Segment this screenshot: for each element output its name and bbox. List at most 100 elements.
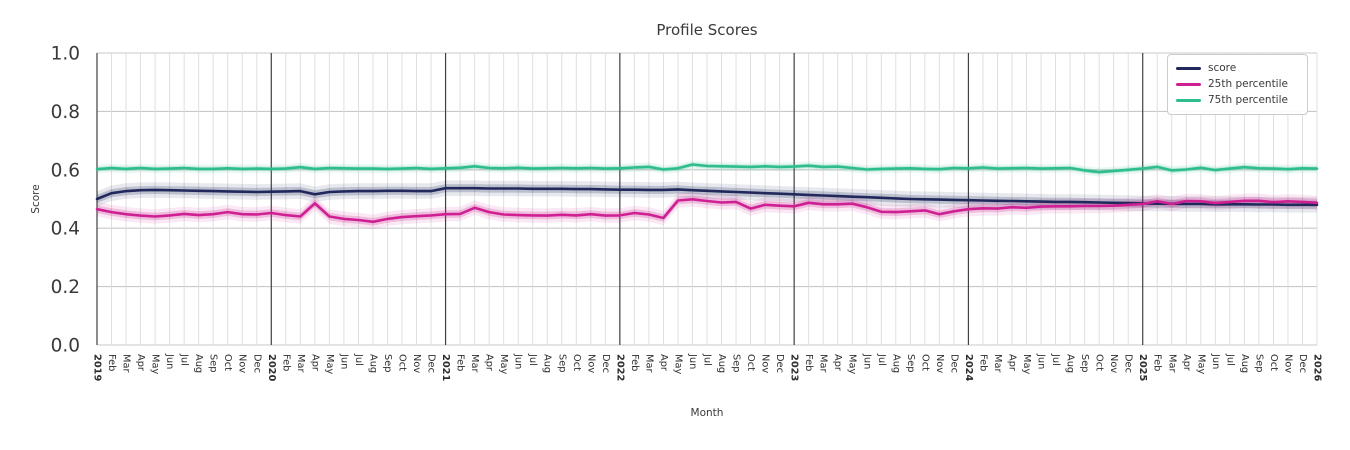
x-tick-label: May <box>1195 354 1206 374</box>
x-tick-label: Jul <box>702 353 713 366</box>
x-tick-label: Apr <box>1181 354 1192 372</box>
y-tick-label: 0.2 <box>51 277 80 298</box>
x-tick-label: Apr <box>135 354 146 372</box>
x-tick-label: Feb <box>629 354 640 371</box>
x-tick-label: Sep <box>731 354 742 372</box>
x-tick-label: Oct <box>222 354 233 371</box>
x-tick-label: Dec <box>774 354 785 373</box>
x-tick-label: Nov <box>1108 354 1119 373</box>
x-tick-label: Aug <box>1065 354 1076 373</box>
x-tick-label: Sep <box>382 354 393 372</box>
x-tick-label: Mar <box>469 354 480 373</box>
x-tick-label: Nov <box>237 354 248 373</box>
x-tick-label: Jul <box>1050 353 1061 366</box>
x-tick-label: Sep <box>1253 354 1264 372</box>
x-tick-label: Jul <box>527 353 538 366</box>
x-tick-label: Mar <box>992 354 1003 373</box>
x-tick-label: Dec <box>600 354 611 373</box>
x-tick-label: Apr <box>658 354 669 372</box>
x-tick-label: Sep <box>556 354 567 372</box>
x-tick-label: Aug <box>542 354 553 373</box>
x-tick-label: Aug <box>193 354 204 373</box>
x-tick-label: Aug <box>1239 354 1250 373</box>
x-tick-label: Jun <box>164 353 175 369</box>
line-25th-percentile <box>95 198 1319 224</box>
legend-item-score: score <box>1176 60 1299 76</box>
x-tick-label: Jun <box>338 353 349 369</box>
line-score <box>95 186 1319 207</box>
x-tick-label: 2020 <box>266 354 277 381</box>
x-tick-label: Dec <box>1123 354 1134 373</box>
x-tick-label: Feb <box>106 354 117 371</box>
y-axis-label: Score <box>30 184 42 214</box>
legend-item-75th-percentile: 75th percentile <box>1176 92 1299 108</box>
x-tick-label: Jul <box>353 353 364 366</box>
x-tick-label: Jul <box>1224 353 1235 366</box>
x-tick-label: Jul <box>179 353 190 366</box>
y-tick-label: 0.4 <box>51 219 80 240</box>
x-tick-label: Aug <box>890 354 901 373</box>
x-tick-label: Sep <box>905 354 916 372</box>
legend-item-25th-percentile: 25th percentile <box>1176 76 1299 92</box>
x-tick-label: Feb <box>455 354 466 371</box>
x-tick-label: Oct <box>397 354 408 371</box>
x-tick-label: Mar <box>295 354 306 373</box>
legend-label: 25th percentile <box>1208 78 1288 90</box>
legend-swatch-icon <box>1176 66 1201 70</box>
x-tick-label: Apr <box>484 354 495 372</box>
x-tick-label: May <box>1021 354 1032 374</box>
y-tick-label: 0.0 <box>51 336 80 357</box>
x-tick-label: 2023 <box>789 354 800 381</box>
x-tick-label: Aug <box>716 354 727 373</box>
x-tick-label: Jun <box>1036 353 1047 369</box>
legend-swatch-icon <box>1176 98 1201 102</box>
x-tick-label: Mar <box>121 354 132 373</box>
band-outer-75th-percentile <box>97 160 1317 177</box>
x-tick-label: 2026 <box>1312 354 1323 381</box>
x-tick-label: Dec <box>1297 354 1308 373</box>
x-tick-label: Sep <box>1079 354 1090 372</box>
x-tick-label: Sep <box>208 354 219 372</box>
x-tick-label: Feb <box>977 354 988 371</box>
x-tick-label: Jun <box>861 353 872 369</box>
x-tick-label: Feb <box>1152 354 1163 371</box>
x-tick-label: Jun <box>1210 353 1221 369</box>
x-tick-label: Oct <box>1268 354 1279 371</box>
x-tick-label: Nov <box>934 354 945 373</box>
x-tick-label: Apr <box>1007 354 1018 372</box>
x-tick-label: Apr <box>309 354 320 372</box>
line-75th-percentile <box>95 163 1319 174</box>
band-outer-score <box>97 180 1317 213</box>
x-tick-label: Jun <box>687 353 698 369</box>
x-tick-label: Apr <box>832 354 843 372</box>
x-tick-label: Dec <box>251 354 262 373</box>
x-axis-label: Month <box>690 407 724 419</box>
x-tick-label: Nov <box>1282 354 1293 373</box>
x-tick-label: Nov <box>585 354 596 373</box>
x-tick-label: 2021 <box>440 354 451 381</box>
x-tick-label: Nov <box>760 354 771 373</box>
x-tick-label: Oct <box>571 354 582 371</box>
x-tick-label: 2019 <box>92 354 103 381</box>
x-tick-label: May <box>324 354 335 374</box>
x-tick-label: Dec <box>426 354 437 373</box>
x-tick-label: May <box>150 354 161 374</box>
x-tick-label: Mar <box>1166 354 1177 373</box>
x-tick-label: Jul <box>876 353 887 366</box>
x-tick-label: Mar <box>643 354 654 373</box>
x-tick-label: Nov <box>411 354 422 373</box>
legend: score 25th percentile 75th percentile <box>1167 54 1308 115</box>
legend-label: score <box>1208 62 1237 74</box>
x-tick-label: May <box>672 354 683 374</box>
legend-label: 75th percentile <box>1208 94 1288 106</box>
x-tick-label: 2025 <box>1137 354 1148 381</box>
x-tick-label: Feb <box>280 354 291 371</box>
legend-swatch-icon <box>1176 82 1201 86</box>
chart-title: Profile Scores <box>656 21 758 39</box>
x-tick-label: May <box>847 354 858 374</box>
x-tick-label: Dec <box>948 354 959 373</box>
x-tick-label: Oct <box>919 354 930 371</box>
x-tick-label: Feb <box>803 354 814 371</box>
